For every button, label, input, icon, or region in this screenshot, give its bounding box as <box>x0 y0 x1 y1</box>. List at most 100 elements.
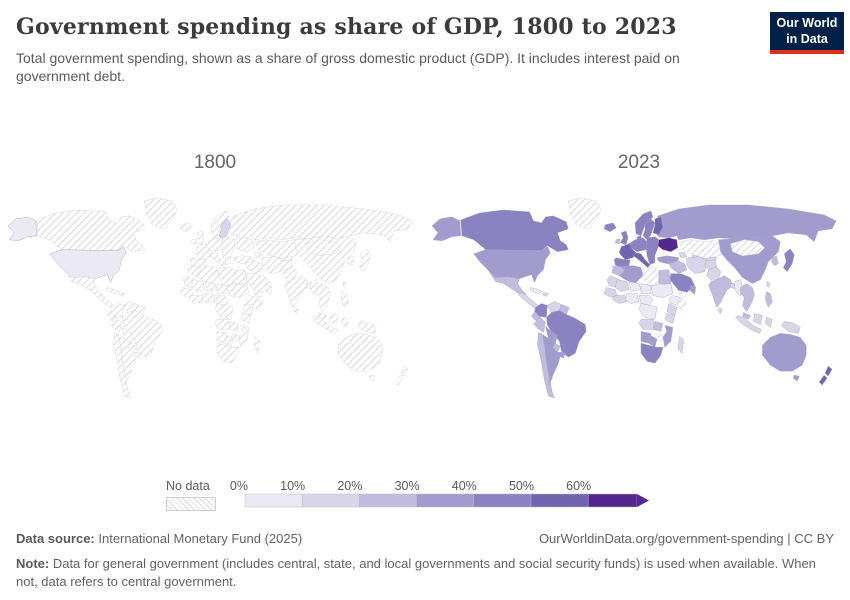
region-mongolia <box>306 239 341 256</box>
region-tanzania <box>664 313 676 324</box>
choropleth-map-1800 <box>7 197 413 399</box>
region-taiwan <box>766 281 771 288</box>
region-sulawesi <box>765 317 773 328</box>
region-mozambique <box>662 325 674 348</box>
legend-no-data: No data <box>166 479 216 511</box>
region-somalia <box>676 297 688 310</box>
region-australia <box>338 333 383 382</box>
region-ethiopia <box>668 295 681 306</box>
region-caucasus <box>254 252 264 258</box>
region-mexico <box>487 269 527 295</box>
legend-bin-60-+ <box>587 493 638 508</box>
region-ukraine <box>657 237 679 252</box>
chart-title: Government spending as share of GDP, 180… <box>16 14 677 40</box>
region-mongolia <box>730 239 765 256</box>
region-indochina <box>316 283 331 312</box>
region-new-zealand <box>818 365 833 386</box>
region-new-guinea <box>781 321 801 334</box>
region-new-guinea <box>357 321 377 334</box>
region-uruguay <box>135 352 142 359</box>
region-argentina <box>118 334 138 386</box>
region-mexico <box>63 269 103 295</box>
legend-bin-40-50- <box>473 493 532 508</box>
region-indonesia <box>311 315 338 334</box>
region-ghana-and-ivory-coast <box>187 295 204 304</box>
legend-no-data-label: No data <box>166 479 210 493</box>
region-japan <box>783 248 795 272</box>
region-cuba <box>530 287 543 294</box>
url-credit: OurWorldinData.org/government-spending |… <box>538 531 834 546</box>
region-bangladesh <box>730 283 735 289</box>
region-united-kingdom <box>195 230 205 246</box>
region-malaysia <box>742 312 751 320</box>
region-dr-congo <box>214 303 234 320</box>
region-nigeria <box>624 293 640 304</box>
region-south-africa <box>640 343 664 364</box>
region-ghana-and-ivory-coast <box>611 295 628 304</box>
note-label: Note: <box>16 556 50 571</box>
region-peru <box>533 316 546 333</box>
region-indochina <box>740 283 755 312</box>
region-finland <box>228 216 240 236</box>
region-cameroon-and-car <box>214 295 230 306</box>
map-year-label-1800: 1800 <box>193 152 237 173</box>
region-uruguay <box>559 352 566 359</box>
footer-source-row: Data source: International Monetary Fund… <box>16 531 834 546</box>
region-angola <box>214 319 232 330</box>
footer-note: Note: Data for general government (inclu… <box>16 555 834 590</box>
region-cameroon-and-car <box>638 295 654 306</box>
region-zambia <box>652 321 664 332</box>
chart-header: Government spending as share of GDP, 180… <box>16 14 756 85</box>
legend-bin-20-30- <box>359 493 417 508</box>
region-bolivia <box>121 326 134 344</box>
region-zambia <box>228 321 240 332</box>
region-niger <box>204 281 218 292</box>
region-iraq-and-syria <box>244 260 264 274</box>
legend-color-scale: 0% 10% 20% 30% 40% 50% 60% <box>230 479 649 508</box>
region-south-africa <box>216 343 240 364</box>
region-sri-lanka <box>717 307 723 314</box>
legend-tick-40: 40% <box>452 479 477 493</box>
region-south-korea <box>347 255 355 266</box>
region-australia <box>762 333 807 382</box>
data-source: Data source: International Monetary Fund… <box>16 531 302 546</box>
region-chad <box>640 283 652 294</box>
legend-bin-10-20- <box>301 493 360 508</box>
legend-tick-30: 30% <box>395 479 420 493</box>
region-iran <box>686 256 707 274</box>
region-niger <box>628 281 642 292</box>
legend-bin-50-60- <box>530 493 589 508</box>
legend-tick-10: 10% <box>280 479 305 493</box>
data-source-value: International Monetary Fund (2025) <box>94 531 303 546</box>
region-caucasus <box>678 252 687 258</box>
region-philippines <box>765 291 773 308</box>
region-bangladesh <box>306 283 311 289</box>
region-cuba <box>106 287 119 294</box>
region-taiwan <box>342 281 347 288</box>
legend-bin-30-40- <box>416 493 475 508</box>
region-mozambique <box>238 325 250 348</box>
legend-tick-20: 20% <box>337 479 362 493</box>
region-malaysia <box>318 312 327 320</box>
region-japan <box>359 248 371 272</box>
region-oman <box>689 285 696 295</box>
region-india <box>284 275 309 308</box>
region-central-america <box>94 292 114 309</box>
region-greenland <box>144 197 178 230</box>
region-eastern-europe <box>221 236 236 265</box>
legend-tick-0: 0% <box>230 479 248 493</box>
region-borneo <box>753 313 763 325</box>
region-india <box>708 275 733 308</box>
region-finland <box>652 216 664 236</box>
map-year-label-2023: 2023 <box>617 152 661 173</box>
region-yemen <box>253 290 264 298</box>
region-greenland <box>568 197 602 230</box>
region-mali <box>614 279 630 292</box>
legend-tick-60: 60% <box>566 479 591 493</box>
region-yemen <box>677 290 688 298</box>
region-central-america <box>518 292 538 309</box>
legend-tick-50: 50% <box>509 479 534 493</box>
region-nigeria <box>200 293 216 304</box>
region-canada <box>460 209 569 252</box>
region-west-africa-coast <box>603 287 618 298</box>
